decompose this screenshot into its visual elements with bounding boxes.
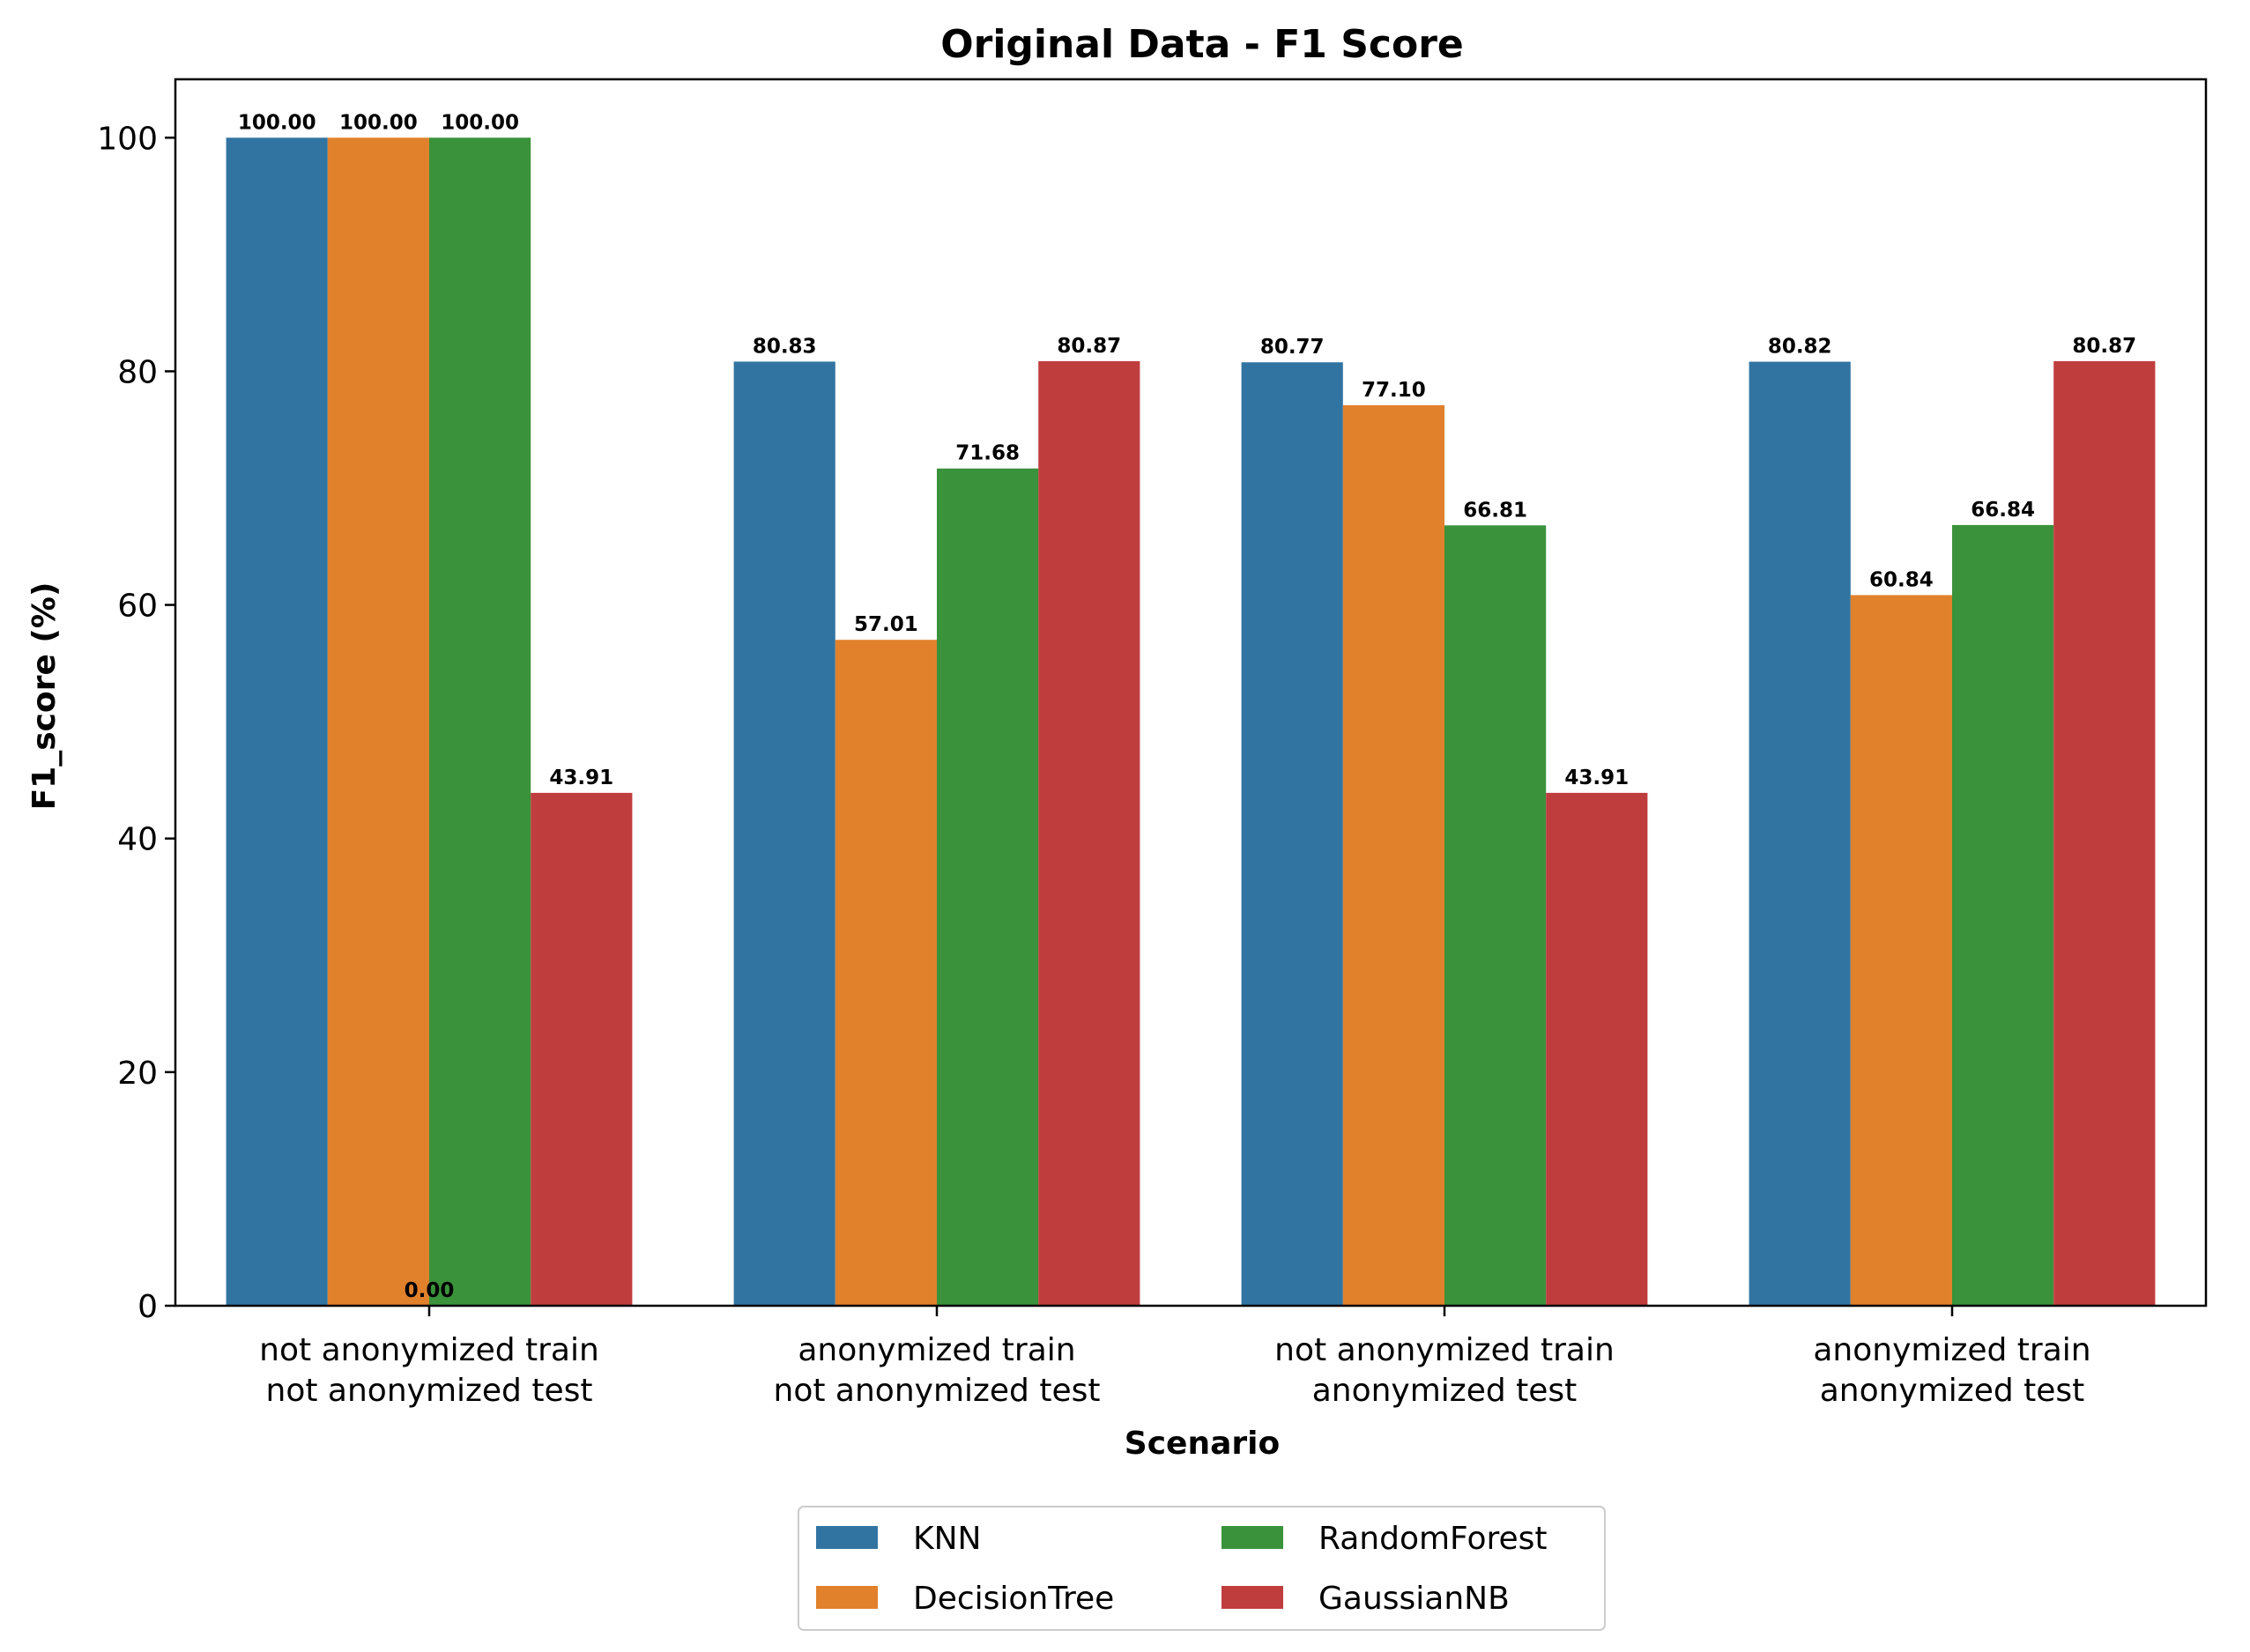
bar-gaussiannb-0 xyxy=(531,792,633,1306)
bar-value-label: 71.68 xyxy=(955,442,1020,465)
y-tick-label: 20 xyxy=(117,1056,158,1092)
bar-value-label: 100.00 xyxy=(238,111,316,134)
bar-value-label: 43.91 xyxy=(549,767,613,789)
bar-knn-3 xyxy=(1749,361,1851,1306)
legend-label-decisiontree: DecisionTree xyxy=(913,1581,1114,1617)
bar-randomforest-2 xyxy=(1444,525,1547,1306)
bar-gaussiannb-1 xyxy=(1038,360,1140,1306)
bar-value-label: 100.00 xyxy=(339,111,418,134)
bar-gaussiannb-3 xyxy=(2053,360,2156,1306)
y-axis-title: F1_score (%) xyxy=(26,582,63,811)
bar-randomforest-3 xyxy=(1952,524,2054,1306)
legend-frame xyxy=(798,1506,1606,1631)
legend-swatch-decisiontree xyxy=(816,1586,878,1609)
legend: KNN DecisionTree RandomForest GaussianNB xyxy=(798,1506,1606,1631)
bar-value-label: 80.77 xyxy=(1260,336,1325,359)
bars-layer xyxy=(226,137,2156,1307)
bar-value-label: 80.87 xyxy=(1057,335,1121,358)
legend-label-randomforest: RandomForest xyxy=(1318,1521,1548,1557)
plot-area-frame xyxy=(174,78,2208,1308)
bar-value-label: 43.91 xyxy=(1564,767,1629,789)
y-axis: 0 20 40 60 80 100 xyxy=(97,121,175,1325)
bar-decisiontree-1 xyxy=(835,640,937,1306)
x-tick-label: anonymized test xyxy=(1820,1373,2085,1409)
y-tick-label: 60 xyxy=(117,589,158,625)
legend-label-knn: KNN xyxy=(913,1521,981,1557)
x-tick-label: not anonymized test xyxy=(266,1373,593,1409)
x-tick-label: anonymized train xyxy=(798,1332,1075,1368)
bar-value-label: 57.01 xyxy=(854,613,918,636)
bar-decisiontree-0 xyxy=(327,137,429,1306)
zero-value-label: 0.00 xyxy=(405,1279,455,1302)
legend-swatch-knn xyxy=(816,1526,878,1549)
legend-swatch-randomforest xyxy=(1222,1526,1283,1549)
bar-knn-1 xyxy=(733,361,835,1306)
x-tick-label: anonymized train xyxy=(1813,1332,2090,1368)
bar-randomforest-1 xyxy=(937,468,1039,1306)
y-tick-label: 40 xyxy=(117,822,158,858)
chart-title: Original Data - F1 Score xyxy=(940,22,1464,67)
bar-randomforest-0 xyxy=(429,137,531,1306)
bar-value-label: 100.00 xyxy=(441,111,519,134)
bar-gaussiannb-2 xyxy=(1546,792,1648,1306)
x-tick-label: anonymized test xyxy=(1312,1373,1578,1409)
bar-value-label: 60.84 xyxy=(1869,568,1934,591)
bar-knn-0 xyxy=(226,137,328,1306)
bar-value-label: 80.82 xyxy=(1768,336,1832,359)
bar-value-label: 66.84 xyxy=(1971,499,2035,522)
bar-value-label: 66.81 xyxy=(1463,499,1527,522)
bar-labels-layer: 100.00 80.83 80.77 80.82 100.00 57.01 77.10 60.… xyxy=(238,111,2136,1302)
x-tick-label: not anonymized test xyxy=(774,1373,1101,1409)
x-tick-label: not anonymized train xyxy=(259,1332,599,1368)
y-tick-label: 100 xyxy=(97,121,158,157)
legend-swatch-gaussiannb xyxy=(1222,1586,1283,1609)
x-tick-label: not anonymized train xyxy=(1274,1332,1615,1368)
y-tick-label: 80 xyxy=(117,354,158,390)
bar-decisiontree-3 xyxy=(1850,595,1952,1306)
bar-value-label: 80.87 xyxy=(2072,335,2136,358)
bar-value-label: 80.83 xyxy=(753,335,817,358)
bar-knn-2 xyxy=(1241,362,1343,1306)
bar-value-label: 77.10 xyxy=(1362,379,1426,402)
legend-label-gaussiannb: GaussianNB xyxy=(1318,1581,1510,1617)
y-tick-label: 0 xyxy=(137,1289,158,1325)
x-axis: not anonymized train not anonymized test a… xyxy=(259,1306,2091,1409)
bar-decisiontree-2 xyxy=(1342,404,1444,1307)
x-axis-title: Scenario xyxy=(1125,1426,1280,1462)
